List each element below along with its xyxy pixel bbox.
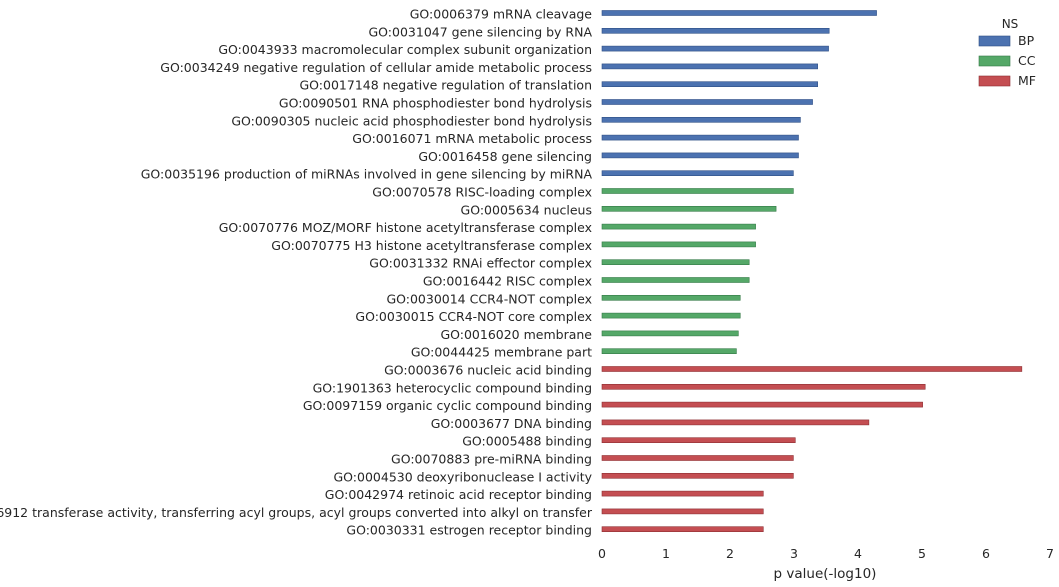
- x-tick-label: 4: [854, 546, 862, 561]
- category-label: GO:0016020 membrane: [440, 327, 592, 342]
- category-label: GO:0005634 nucleus: [461, 202, 592, 217]
- x-axis-ticks: 0 1 2 3 4 5 6 7: [598, 546, 1054, 561]
- category-label: GO:0097159 organic cyclic compound bindi…: [303, 398, 592, 413]
- bar-cc: [601, 312, 741, 319]
- category-labels: GO:0006379 mRNA cleavage GO:0031047 gene …: [0, 7, 593, 538]
- category-label: GO:0003676 nucleic acid binding: [384, 363, 592, 378]
- category-label: GO:0004530 deoxyribonuclease I activity: [334, 469, 593, 484]
- x-tick-label: 2: [726, 546, 734, 561]
- category-label: GO:0070578 RISC-loading complex: [372, 185, 592, 200]
- category-label: GO:0070776 MOZ/MORF histone acetyltransf…: [219, 220, 592, 235]
- category-label: GO:0090501 RNA phosphodiester bond hydro…: [279, 96, 592, 111]
- bar-cc: [601, 241, 756, 248]
- x-tick-label: 5: [918, 546, 926, 561]
- bar-mf: [601, 366, 1023, 372]
- bar-mf: [601, 437, 796, 444]
- bar-bp: [601, 99, 813, 105]
- category-label: GO:0016458 gene silencing: [418, 149, 592, 164]
- bar-cc: [601, 294, 741, 301]
- bar-mf: [601, 472, 794, 479]
- bar-cc: [601, 277, 750, 283]
- x-tick-label: 1: [662, 546, 670, 561]
- bar-bp: [601, 45, 829, 52]
- bar-bp: [601, 170, 794, 176]
- legend: NS BP CC MF: [978, 17, 1036, 88]
- bar-mf: [601, 401, 923, 408]
- category-label: GO:0005488 binding: [462, 434, 592, 449]
- x-tick-label: 3: [790, 546, 798, 561]
- bar-bp: [601, 27, 830, 34]
- category-label: GO:0043933 macromolecular complex subuni…: [218, 42, 592, 57]
- bar-cc: [601, 223, 756, 230]
- bar-mf: [601, 455, 794, 461]
- category-label: GO:0070883 pre-miRNA binding: [391, 452, 592, 467]
- category-label: GO:0030331 estrogen receptor binding: [346, 523, 592, 538]
- bar-bp: [601, 134, 799, 141]
- legend-swatch-bp: [978, 35, 1011, 47]
- bar-mf: [601, 526, 764, 533]
- bar-bp: [601, 63, 818, 70]
- category-label: GO:0016442 RISC complex: [423, 274, 592, 289]
- x-tick-label: 0: [598, 546, 606, 561]
- category-label: GO:0031332 RNAi effector complex: [369, 256, 592, 271]
- category-label: GO:0070775 H3 histone acetyltransferase …: [271, 238, 592, 253]
- x-tick-label: 7: [1046, 546, 1054, 561]
- category-label: GO:0035196 production of miRNAs involved…: [141, 167, 593, 182]
- bar-cc: [601, 206, 777, 212]
- bar-mf: [601, 490, 764, 497]
- category-label: GO:1901363 heterocyclic compound binding: [313, 380, 592, 395]
- bar-bp: [601, 152, 799, 159]
- bar-mf: [601, 508, 764, 515]
- category-label: GO:0030014 CCR4-NOT complex: [386, 291, 592, 306]
- category-label: GO:0017148 negative regulation of transl…: [300, 78, 593, 93]
- category-label: GO:0042974 retinoic acid receptor bindin…: [325, 487, 592, 502]
- category-label: GO:0006379 mRNA cleavage: [410, 7, 593, 22]
- bar-mf: [601, 419, 870, 426]
- bar-bp: [601, 10, 877, 16]
- category-label: GO:0016071 mRNA metabolic process: [352, 131, 592, 146]
- bar-cc: [601, 348, 737, 355]
- category-label: GO:0030015 CCR4-NOT core complex: [355, 309, 592, 324]
- category-label: GO:0003677 DNA binding: [431, 416, 592, 431]
- bar-cc: [601, 259, 750, 266]
- legend-title: NS: [1002, 17, 1019, 31]
- legend-swatch-cc: [978, 55, 1011, 67]
- x-axis-title: p value(-log10): [774, 566, 877, 582]
- bar-bp: [601, 81, 818, 87]
- category-label: GO:0090305 nucleic acid phosphodiester b…: [231, 113, 592, 128]
- bar-cc: [601, 188, 794, 194]
- bar-mf: [601, 383, 926, 390]
- legend-label-mf: MF: [1018, 73, 1036, 88]
- bar-bp: [601, 117, 801, 123]
- category-label: GO:0031047 gene silencing by RNA: [368, 24, 592, 39]
- bars-layer: [601, 10, 1023, 533]
- bar-cc: [601, 330, 739, 337]
- legend-swatch-mf: [978, 75, 1011, 87]
- legend-label-cc: CC: [1018, 53, 1036, 68]
- category-label: GO:0034249 negative regulation of cellul…: [160, 60, 592, 75]
- x-tick-label: 6: [982, 546, 990, 561]
- legend-label-bp: BP: [1018, 33, 1035, 48]
- category-label: GO:0044425 membrane part: [411, 345, 592, 360]
- category-label: GO:0046912 transferase activity, transfe…: [0, 505, 593, 520]
